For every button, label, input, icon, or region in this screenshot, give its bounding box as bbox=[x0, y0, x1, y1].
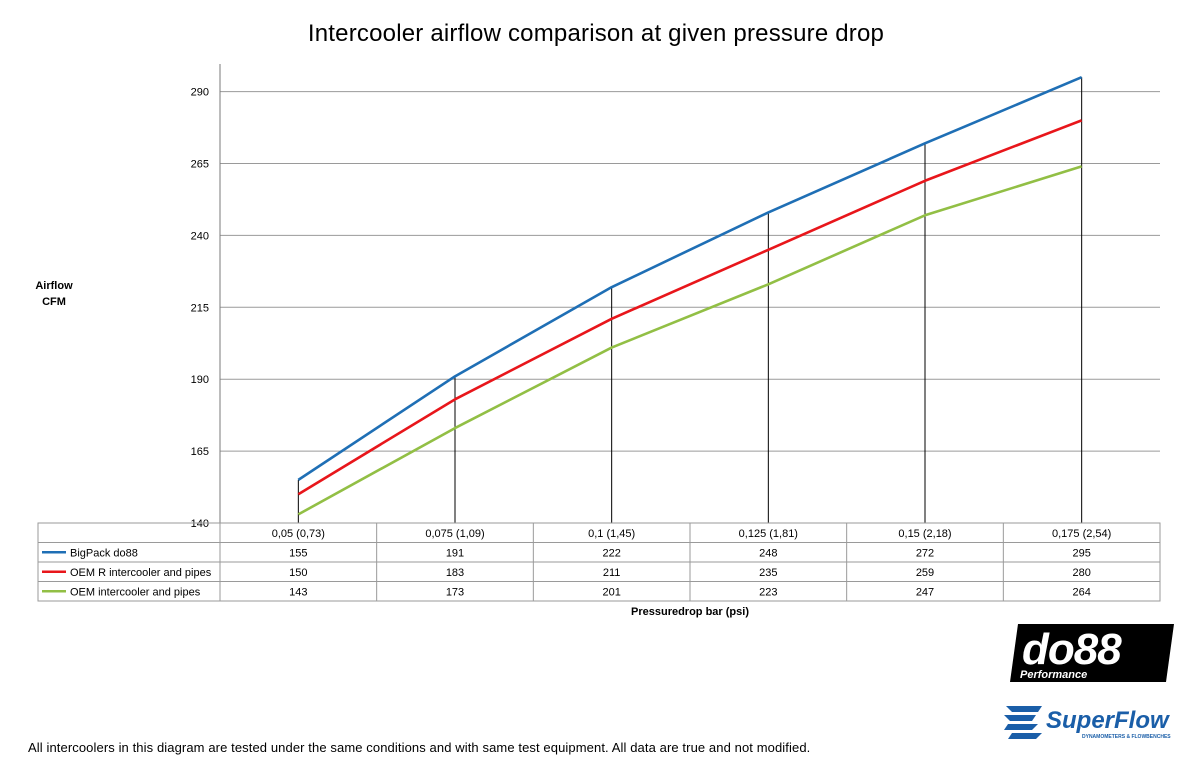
do88-logo: do88 Performance bbox=[1004, 620, 1176, 691]
data-label: 248 bbox=[759, 548, 777, 560]
data-label: 259 bbox=[916, 567, 934, 579]
svg-text:SuperFlow: SuperFlow bbox=[1046, 707, 1170, 734]
data-label: 295 bbox=[1072, 548, 1090, 560]
data-label: 280 bbox=[1072, 567, 1090, 579]
x-tick-label: 0,1 (1,45) bbox=[588, 528, 635, 540]
x-tick-label: 0,175 (2,54) bbox=[1052, 528, 1111, 540]
data-label: 183 bbox=[446, 567, 464, 579]
data-label: 222 bbox=[602, 548, 620, 560]
data-label: 143 bbox=[289, 587, 307, 599]
x-tick-label: 0,075 (1,09) bbox=[425, 528, 484, 540]
y-axis-label-line-1: Airflow bbox=[35, 280, 73, 292]
data-label: 264 bbox=[1072, 587, 1090, 599]
footnote: All intercoolers in this diagram are tes… bbox=[28, 740, 811, 755]
legend-label-2: OEM intercooler and pipes bbox=[70, 587, 201, 599]
x-tick-label: 0,125 (1,81) bbox=[739, 528, 798, 540]
y-axis-label-line-2: CFM bbox=[42, 296, 66, 308]
superflow-logo: SuperFlow DYNAMOMETERS & FLOWBENCHES bbox=[1002, 700, 1198, 749]
data-label: 235 bbox=[759, 567, 777, 579]
data-label: 211 bbox=[603, 567, 621, 579]
data-label: 223 bbox=[759, 587, 777, 599]
series-line-1 bbox=[297, 119, 1083, 496]
data-label: 201 bbox=[602, 587, 620, 599]
y-tick-label: 190 bbox=[191, 374, 209, 386]
y-tick-label: 265 bbox=[191, 159, 209, 171]
series-line-0 bbox=[297, 76, 1083, 481]
y-axis-label: Airflow CFM bbox=[22, 278, 86, 310]
svg-text:Performance: Performance bbox=[1020, 669, 1087, 681]
y-tick-label: 165 bbox=[191, 446, 209, 458]
data-label: 191 bbox=[446, 548, 464, 560]
legend-label-0: BigPack do88 bbox=[70, 548, 138, 560]
chart-title: Intercooler airflow comparison at given … bbox=[307, 20, 885, 47]
svg-text:do88: do88 bbox=[1022, 625, 1122, 674]
series-line-2 bbox=[297, 165, 1083, 516]
data-label: 150 bbox=[289, 567, 307, 579]
data-label: 155 bbox=[289, 548, 307, 560]
x-tick-label: 0,15 (2,18) bbox=[898, 528, 951, 540]
data-label: 173 bbox=[446, 587, 464, 599]
data-label: 272 bbox=[916, 548, 934, 560]
svg-text:DYNAMOMETERS & FLOWBENCHES: DYNAMOMETERS & FLOWBENCHES bbox=[1082, 734, 1171, 740]
y-tick-label: 290 bbox=[191, 87, 209, 99]
x-axis-label: Pressuredrop bar (psi) bbox=[631, 606, 749, 618]
y-tick-label: 140 bbox=[191, 518, 209, 530]
y-tick-label: 240 bbox=[191, 230, 209, 242]
data-label: 247 bbox=[916, 587, 934, 599]
x-tick-label: 0,05 (0,73) bbox=[272, 528, 325, 540]
legend-label-1: OEM R intercooler and pipes bbox=[70, 567, 212, 579]
y-tick-label: 215 bbox=[191, 302, 209, 314]
